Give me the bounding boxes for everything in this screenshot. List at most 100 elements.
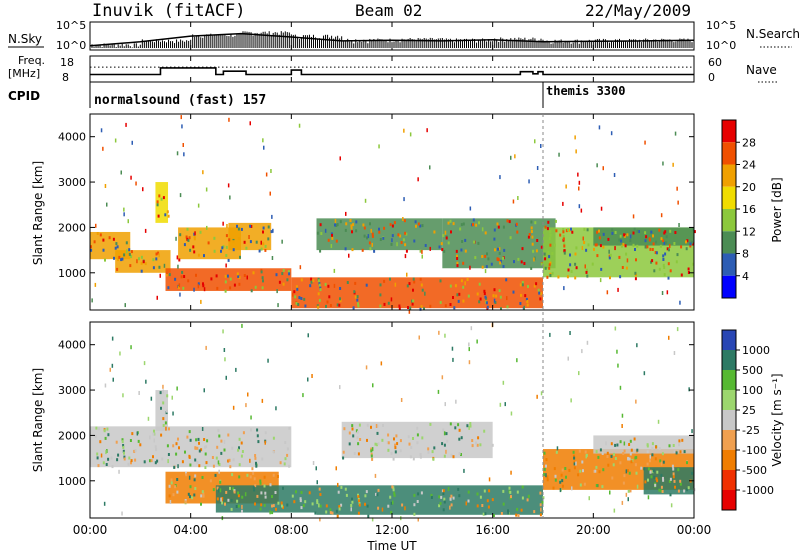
heatmap-noise (183, 152, 185, 157)
heatmap-cell (204, 466, 207, 469)
heatmap-cell (442, 489, 445, 493)
heatmap-cell (651, 248, 654, 251)
heatmap-cell (655, 261, 658, 265)
heatmap-cell (471, 439, 474, 442)
heatmap-cell (222, 245, 225, 249)
heatmap-cell (140, 269, 143, 273)
heatmap-cell (278, 280, 281, 284)
heatmap-cell (548, 255, 551, 259)
heatmap-cell (506, 219, 509, 223)
heatmap-cell (276, 475, 279, 478)
heatmap-cell (344, 487, 347, 491)
heatmap-cell (563, 251, 566, 255)
heatmap-cell (601, 452, 604, 455)
heatmap-noise (227, 183, 230, 188)
heatmap-cell (250, 225, 253, 228)
heatmap-cell (97, 427, 100, 431)
heatmap-noise (418, 335, 420, 340)
heatmap-cell (318, 298, 321, 302)
heatmap-cell (263, 475, 266, 479)
heatmap-cell (216, 286, 219, 290)
heatmap-cell (300, 491, 303, 494)
heatmap-noise (577, 172, 579, 177)
heatmap-cell (566, 275, 569, 279)
heatmap-noise (581, 246, 584, 250)
heatmap-noise (437, 389, 440, 394)
heatmap-cell (515, 513, 518, 517)
heatmap-noise (469, 206, 472, 211)
heatmap-cell (108, 236, 111, 240)
y-tick-label: 1000 (58, 475, 86, 488)
heatmap-noise (463, 468, 465, 473)
heatmap-cell (255, 240, 258, 244)
heatmap-cell (594, 243, 597, 247)
heatmap-cell (353, 452, 356, 455)
colorbar-swatch (722, 490, 736, 510)
heatmap-cell (251, 467, 254, 471)
heatmap-cell (340, 503, 343, 507)
heatmap-cell (179, 233, 182, 237)
heatmap-noise (609, 490, 611, 495)
colorbar-swatch (722, 390, 736, 410)
heatmap-cell (503, 248, 506, 252)
heatmap-cell (210, 277, 213, 281)
heatmap-cell (187, 279, 190, 283)
heatmap-cell (543, 451, 546, 455)
heatmap-cell (531, 235, 534, 239)
heatmap-cell (562, 228, 565, 231)
heatmap-cell (662, 478, 665, 482)
heatmap-cell (650, 260, 653, 264)
heatmap-cell (318, 487, 321, 491)
heatmap-cell (563, 244, 566, 248)
heatmap-cell (237, 227, 240, 231)
heatmap-cell (421, 224, 424, 228)
heatmap-cell (258, 249, 261, 253)
heatmap-cell (544, 225, 547, 229)
heatmap-cell (651, 446, 654, 450)
heatmap-cell (646, 245, 649, 249)
heatmap-noise (120, 170, 122, 175)
heatmap-cell (632, 243, 635, 247)
heatmap-cell (419, 277, 422, 281)
heatmap-cell (241, 495, 244, 499)
heatmap-cell (327, 284, 330, 288)
heatmap-cell (672, 467, 675, 471)
heatmap-cell (121, 438, 124, 442)
heatmap-cell (264, 248, 267, 252)
heatmap-cell (351, 230, 353, 234)
heatmap-noise (241, 323, 243, 328)
heatmap-cell (316, 231, 319, 235)
heatmap-cell (193, 237, 196, 241)
heatmap-cell (521, 247, 524, 251)
heatmap-cell (653, 269, 656, 273)
heatmap-cell (193, 478, 196, 482)
heatmap-cell (275, 273, 278, 277)
heatmap-noise (623, 441, 626, 446)
heatmap-noise (339, 156, 341, 161)
heatmap-cell (614, 457, 617, 460)
heatmap-cell (457, 487, 460, 491)
heatmap-cell (643, 467, 646, 471)
heatmap-cell (412, 277, 415, 281)
heatmap-cell (655, 240, 658, 244)
heatmap-cell (129, 264, 132, 268)
heatmap-cell (110, 456, 113, 460)
heatmap-noise (510, 155, 512, 160)
heatmap-cell (194, 458, 197, 462)
colorbar-swatch (722, 253, 736, 276)
heatmap-cell (610, 442, 613, 446)
heatmap-cell (226, 274, 229, 278)
heatmap-cell (634, 463, 637, 467)
heatmap-cell (646, 444, 649, 448)
heatmap-cell (413, 239, 416, 243)
heatmap-cell (93, 240, 96, 244)
heatmap-cell (267, 237, 270, 241)
heatmap-noise (277, 303, 279, 308)
heatmap-cell (338, 505, 341, 509)
heatmap-cell (370, 447, 373, 451)
heatmap-cell (284, 457, 287, 461)
heatmap-cell (189, 438, 192, 442)
heatmap-cell (370, 452, 373, 456)
heatmap-cell (300, 506, 303, 510)
heatmap-cell (672, 472, 675, 476)
